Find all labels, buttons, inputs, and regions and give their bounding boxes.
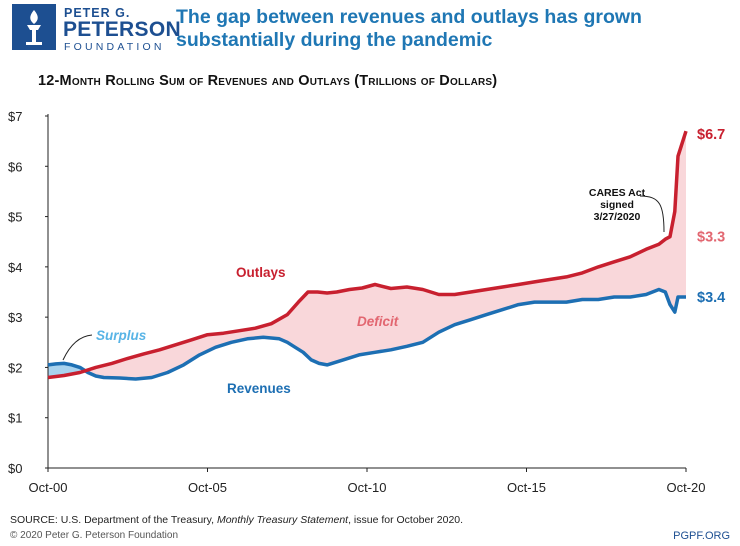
pgpf-logo: PETER G. PETERSON FOUNDATION [12, 4, 181, 54]
x-tick-label: Oct-20 [666, 480, 705, 495]
deficit-label: Deficit [357, 314, 399, 329]
end-label-outlays: $6.7 [697, 127, 725, 143]
y-tick-label: $0 [8, 461, 22, 476]
revenues-line [47, 287, 686, 381]
x-tick-label: Oct-15 [507, 480, 546, 495]
x-tick-label: Oct-10 [347, 480, 386, 495]
deficit-area [48, 131, 686, 379]
logo-line-2: PETERSON [63, 18, 181, 41]
website-link[interactable]: PGPF.ORG [673, 530, 730, 542]
source-prefix: SOURCE: U.S. Department of the Treasury, [10, 514, 217, 526]
surplus-pointer [62, 334, 93, 361]
cares-act-text: signed [600, 199, 634, 211]
outlays-label: Outlays [236, 265, 286, 280]
outlays-line [47, 130, 688, 380]
source-publication: Monthly Treasury Statement [216, 514, 349, 526]
y-tick-label: $2 [8, 360, 22, 375]
chart-title: 12-Month Rolling Sum of Revenues and Out… [38, 73, 498, 89]
source-suffix: , issue for October 2020. [348, 514, 464, 526]
logo-line-3: FOUNDATION [64, 41, 165, 53]
y-tick-label: $7 [8, 109, 22, 124]
end-label-revenues: $3.4 [697, 290, 725, 306]
copyright: © 2020 Peter G. Peterson Foundation [10, 530, 179, 541]
y-tick-label: $4 [8, 260, 22, 275]
cares-act-pointer [639, 195, 665, 233]
y-tick-label: $6 [8, 159, 22, 174]
headline: The gap between revenues and outlays has… [176, 6, 642, 51]
cares-act-text: CARES Act [589, 187, 646, 199]
y-tick-label: $1 [8, 411, 22, 426]
x-tick-label: Oct-05 [188, 480, 227, 495]
y-tick-label: $3 [8, 310, 22, 325]
x-tick-label: Oct-00 [28, 480, 67, 495]
y-tick-label: $5 [8, 210, 22, 225]
cares-act-text: 3/27/2020 [594, 211, 641, 223]
end-label-deficit: $3.3 [697, 230, 725, 246]
revenues-label: Revenues [227, 381, 291, 396]
source-note: SOURCE: U.S. Department of the Treasury,… [10, 514, 463, 526]
torch-logo-icon [12, 4, 56, 50]
surplus-label: Surplus [96, 328, 147, 343]
cares-act-box [586, 184, 648, 230]
logo-line-1: PETER G. [64, 6, 131, 20]
